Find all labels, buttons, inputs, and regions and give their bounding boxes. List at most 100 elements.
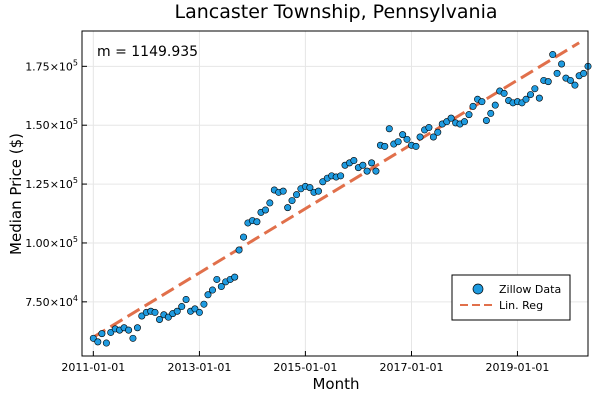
data-point bbox=[195, 308, 203, 316]
data-point bbox=[261, 206, 269, 214]
data-point bbox=[500, 89, 508, 97]
data-point bbox=[412, 142, 420, 150]
data-point bbox=[535, 94, 543, 102]
x-tick-label: 2013-01-01 bbox=[167, 361, 231, 374]
y-tick-mantissa: 1.75 bbox=[25, 60, 50, 73]
y-tick-base: ×10 bbox=[50, 60, 73, 73]
data-point bbox=[178, 303, 186, 311]
data-point bbox=[156, 315, 164, 323]
data-point bbox=[372, 167, 380, 175]
tick-layer: 2011-01-01 2013-01-01 2015-01-01 2017-01-01… bbox=[25, 58, 549, 374]
y-tick-exponent: 5 bbox=[73, 176, 78, 185]
data-point bbox=[544, 78, 552, 86]
data-point bbox=[460, 118, 468, 126]
data-point bbox=[447, 114, 455, 122]
data-point bbox=[359, 161, 367, 169]
legend: Zillow Data Lin. Reg bbox=[451, 274, 571, 321]
legend-marker-zillow bbox=[472, 283, 484, 295]
data-point bbox=[434, 128, 442, 136]
data-point bbox=[363, 167, 371, 175]
data-point bbox=[399, 131, 407, 139]
chart-title: Lancaster Township, Pennsylvania bbox=[174, 1, 497, 23]
y-tick-exponent: 4 bbox=[73, 294, 78, 303]
data-point bbox=[94, 338, 102, 346]
data-point bbox=[284, 204, 292, 212]
data-point bbox=[129, 334, 137, 342]
y-axis-label: Median Price ($) bbox=[7, 133, 25, 255]
data-point bbox=[217, 283, 225, 291]
y-tick-exponent: 5 bbox=[73, 117, 78, 126]
y-tick-base: ×10 bbox=[50, 296, 73, 309]
data-point bbox=[200, 300, 208, 308]
data-point bbox=[350, 157, 358, 165]
legend-label-zillow: Zillow Data bbox=[499, 283, 561, 296]
y-tick-mantissa: 7.50 bbox=[25, 296, 50, 309]
y-tick-mantissa: 1.25 bbox=[25, 178, 50, 191]
data-point bbox=[381, 142, 389, 150]
slope-annotation: m = 1149.935 bbox=[97, 44, 198, 60]
data-point bbox=[403, 135, 411, 143]
data-point bbox=[240, 233, 248, 241]
data-point bbox=[425, 124, 433, 132]
data-point bbox=[337, 172, 345, 180]
data-point bbox=[482, 116, 490, 124]
data-point bbox=[522, 95, 530, 103]
y-tick-label: 1.75×105 bbox=[25, 58, 78, 73]
data-point bbox=[204, 291, 212, 299]
grid-layer bbox=[82, 31, 588, 356]
data-point bbox=[429, 133, 437, 141]
data-point bbox=[465, 111, 473, 119]
data-point bbox=[385, 125, 393, 133]
data-point bbox=[125, 326, 133, 334]
data-point bbox=[394, 138, 402, 146]
legend-box bbox=[451, 274, 571, 321]
data-point bbox=[102, 339, 110, 347]
data-point bbox=[368, 159, 376, 167]
legend-label-linreg: Lin. Reg bbox=[499, 299, 543, 312]
data-point bbox=[151, 308, 159, 316]
y-tick-base: ×10 bbox=[50, 119, 73, 132]
x-tick-label: 2017-01-01 bbox=[380, 361, 444, 374]
plot-frame bbox=[81, 30, 589, 357]
x-axis-label: Month bbox=[312, 375, 359, 393]
data-layer bbox=[89, 41, 592, 347]
data-point bbox=[549, 51, 557, 59]
data-point bbox=[558, 60, 566, 68]
data-point bbox=[531, 85, 539, 93]
data-point bbox=[98, 330, 106, 338]
y-tick-label: 1.00×105 bbox=[25, 235, 78, 250]
data-point bbox=[133, 324, 141, 332]
data-point bbox=[571, 81, 579, 89]
data-point bbox=[487, 109, 495, 117]
y-tick-base: ×10 bbox=[50, 178, 73, 191]
data-point bbox=[266, 199, 274, 207]
data-point bbox=[314, 187, 322, 195]
data-point bbox=[478, 98, 486, 106]
data-point bbox=[553, 69, 561, 77]
data-point bbox=[288, 197, 296, 205]
data-point bbox=[208, 286, 216, 294]
data-point bbox=[235, 246, 243, 254]
data-point bbox=[253, 218, 261, 226]
data-point bbox=[527, 91, 535, 99]
data-point bbox=[580, 69, 588, 77]
data-point bbox=[306, 184, 314, 192]
y-tick-label: 1.25×105 bbox=[25, 176, 78, 191]
y-tick-exponent: 5 bbox=[73, 58, 78, 67]
y-tick-mantissa: 1.50 bbox=[25, 119, 50, 132]
data-point bbox=[182, 295, 190, 303]
data-point bbox=[279, 187, 287, 195]
data-point bbox=[173, 307, 181, 315]
data-point bbox=[213, 275, 221, 283]
data-point bbox=[231, 273, 239, 281]
data-point bbox=[469, 102, 477, 110]
y-tick-base: ×10 bbox=[50, 237, 73, 250]
data-point bbox=[566, 76, 574, 84]
x-tick-label: 2011-01-01 bbox=[61, 361, 125, 374]
y-tick-mantissa: 1.00 bbox=[25, 237, 50, 250]
data-point bbox=[491, 101, 499, 109]
x-tick-label: 2015-01-01 bbox=[273, 361, 337, 374]
y-tick-label: 1.50×105 bbox=[25, 117, 78, 132]
y-tick-exponent: 5 bbox=[73, 235, 78, 244]
data-point bbox=[293, 191, 301, 199]
